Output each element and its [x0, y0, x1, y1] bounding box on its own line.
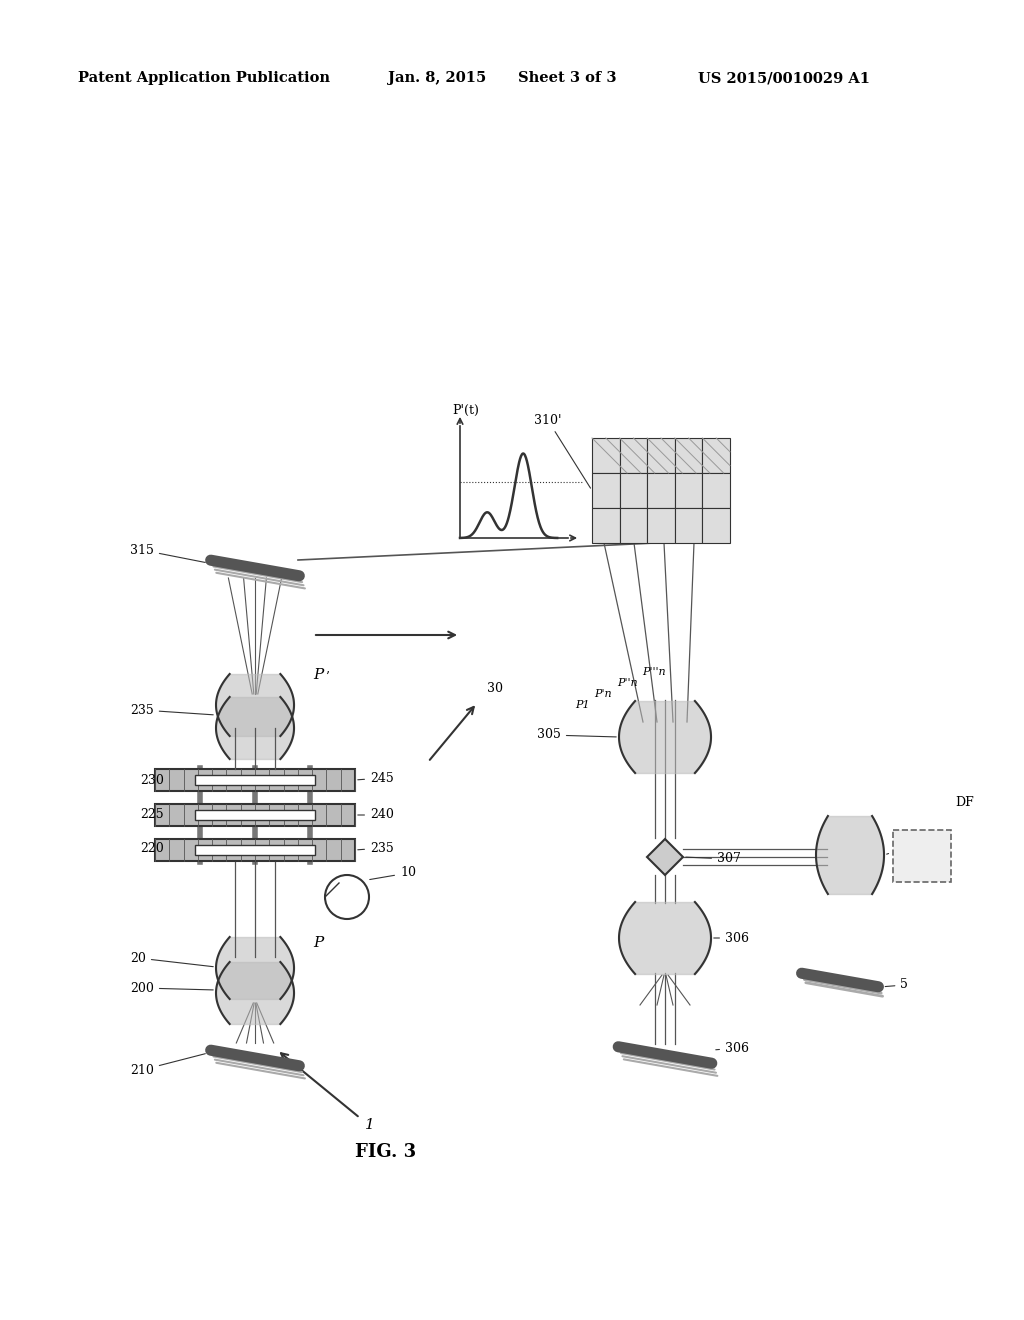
Bar	[155, 770, 355, 791]
Bar	[155, 804, 355, 826]
Polygon shape	[647, 840, 683, 875]
Text: 10: 10	[370, 866, 416, 879]
Bar	[592, 508, 620, 543]
Text: DF: DF	[955, 796, 974, 808]
Bar	[620, 508, 647, 543]
Text: 315: 315	[887, 842, 918, 854]
Text: 315: 315	[130, 544, 205, 562]
Text: 220: 220	[140, 842, 164, 854]
Text: P'''n: P'''n	[642, 667, 666, 677]
Text: 1: 1	[365, 1118, 375, 1133]
Bar	[592, 438, 620, 473]
Bar	[195, 810, 315, 820]
Text: 307: 307	[686, 853, 741, 866]
Text: 310': 310'	[534, 413, 591, 488]
Bar	[647, 508, 675, 543]
Bar	[702, 508, 730, 543]
Bar	[675, 438, 702, 473]
Text: 230: 230	[140, 774, 164, 787]
Bar	[620, 438, 647, 473]
Text: P: P	[313, 668, 324, 682]
Text: 20: 20	[130, 952, 213, 966]
Bar	[195, 775, 315, 785]
Text: Jan. 8, 2015: Jan. 8, 2015	[388, 71, 486, 84]
Text: ’: ’	[325, 671, 329, 684]
Bar	[702, 438, 730, 473]
Text: 305: 305	[537, 729, 616, 742]
Text: 306: 306	[714, 932, 749, 945]
Bar	[195, 845, 315, 855]
Text: P''n: P''n	[617, 678, 638, 688]
Bar	[592, 473, 620, 508]
Text: P: P	[313, 936, 324, 950]
Text: 200: 200	[130, 982, 213, 994]
Text: 225: 225	[140, 808, 164, 821]
Text: 245: 245	[357, 771, 394, 784]
Text: FIG. 3: FIG. 3	[355, 1143, 416, 1162]
Text: 210: 210	[130, 1053, 206, 1077]
Text: 30: 30	[487, 681, 503, 694]
FancyBboxPatch shape	[893, 830, 951, 882]
Bar	[675, 473, 702, 508]
Text: P'(t): P'(t)	[452, 404, 479, 417]
Bar	[620, 473, 647, 508]
Text: 235: 235	[357, 842, 394, 854]
Text: Sheet 3 of 3: Sheet 3 of 3	[518, 71, 616, 84]
Text: US 2015/0010029 A1: US 2015/0010029 A1	[698, 71, 870, 84]
Bar	[675, 508, 702, 543]
Text: 306: 306	[716, 1041, 749, 1055]
Bar	[647, 438, 675, 473]
Text: 5: 5	[885, 978, 908, 991]
Text: 240: 240	[357, 808, 394, 821]
Text: P1: P1	[575, 700, 590, 710]
Bar	[155, 840, 355, 861]
Text: P'n: P'n	[594, 689, 611, 700]
Bar	[647, 473, 675, 508]
Text: 235: 235	[130, 704, 213, 717]
Text: Patent Application Publication: Patent Application Publication	[78, 71, 330, 84]
Bar	[702, 473, 730, 508]
